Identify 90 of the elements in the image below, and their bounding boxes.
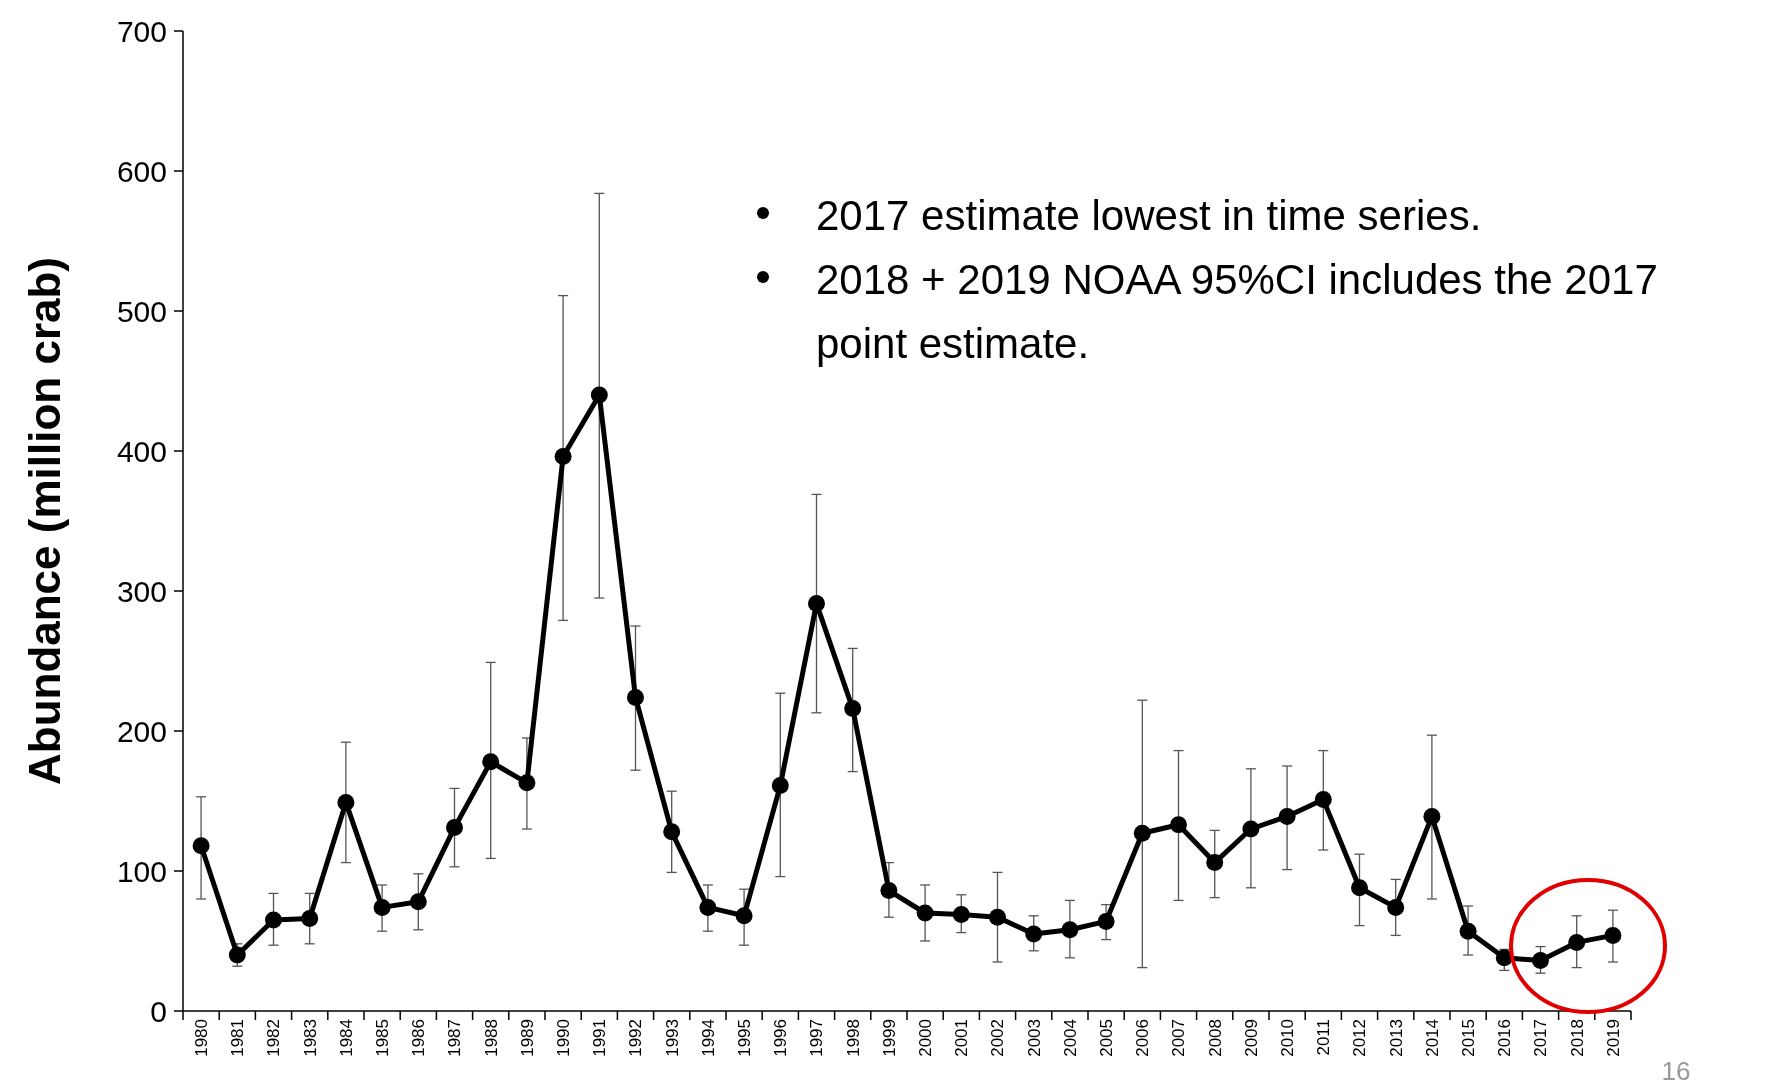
x-tick-label: 1990 xyxy=(554,1019,574,1057)
x-tick-label: 2013 xyxy=(1386,1019,1406,1057)
point xyxy=(952,905,970,923)
x-tick-label: 1993 xyxy=(662,1019,682,1057)
y-tick-label: 100 xyxy=(116,854,167,888)
x-tick-label: 2007 xyxy=(1169,1019,1189,1057)
x-tick-label: 1998 xyxy=(843,1019,863,1057)
point xyxy=(1061,921,1079,939)
y-tick-label: 0 xyxy=(150,994,167,1028)
y-tick-label: 300 xyxy=(116,574,167,608)
x-tick-label: 1996 xyxy=(771,1019,791,1057)
x-tick-label: 2010 xyxy=(1278,1019,1298,1057)
point xyxy=(1532,952,1549,970)
x-tick-label: 1994 xyxy=(698,1019,718,1057)
point xyxy=(1387,898,1405,916)
point xyxy=(1242,820,1260,838)
point xyxy=(1097,912,1115,930)
x-tick-label: 1988 xyxy=(481,1019,501,1057)
x-tick-label: 1987 xyxy=(445,1019,465,1057)
point xyxy=(373,898,391,916)
x-tick-label: 1999 xyxy=(879,1019,899,1057)
x-tick-label: 2005 xyxy=(1097,1019,1117,1057)
x-tick-label: 2018 xyxy=(1567,1019,1587,1057)
point xyxy=(989,908,1006,926)
annotation: 2017 estimate lowest in time series. xyxy=(816,191,1482,239)
x-tick-label: 1984 xyxy=(336,1019,356,1057)
point xyxy=(482,753,500,771)
x-tick-label: 2000 xyxy=(916,1019,936,1057)
x-tick-label: 1997 xyxy=(807,1019,827,1057)
annotation: 2018 + 2019 NOAA 95%CI includes the 2017 point estimate. xyxy=(816,255,1658,367)
x-tick-label: 2008 xyxy=(1205,1019,1225,1057)
point xyxy=(1314,791,1332,809)
x-tick-label: 1986 xyxy=(409,1019,429,1057)
x-tick-label: 2015 xyxy=(1459,1019,1479,1057)
point xyxy=(192,837,210,855)
point xyxy=(1170,816,1187,834)
x-tick-label: 2006 xyxy=(1133,1019,1153,1057)
point xyxy=(1459,922,1477,940)
point xyxy=(627,688,644,706)
y-tick-label: 200 xyxy=(116,714,167,748)
point xyxy=(1351,879,1368,897)
x-tick-label: 2019 xyxy=(1603,1019,1623,1057)
point xyxy=(880,882,898,900)
y-tick-label: 700 xyxy=(116,14,167,48)
point xyxy=(735,907,753,925)
point xyxy=(1423,807,1441,825)
point xyxy=(663,823,681,841)
x-tick-label: 2009 xyxy=(1241,1019,1261,1057)
x-tick-label: 2004 xyxy=(1060,1019,1080,1057)
point xyxy=(1025,925,1043,943)
y-tick-label: 600 xyxy=(116,154,167,188)
x-tick-label: 2001 xyxy=(952,1019,972,1057)
point xyxy=(699,898,717,916)
point xyxy=(1278,807,1296,825)
x-tick-label: 2003 xyxy=(1024,1019,1044,1057)
x-tick-label: 1995 xyxy=(735,1019,755,1057)
x-tick-label: 1982 xyxy=(264,1019,284,1057)
point xyxy=(518,774,536,792)
y-tick-label: 400 xyxy=(116,434,167,468)
point xyxy=(301,910,319,928)
text: 16 xyxy=(1661,1056,1691,1086)
point xyxy=(337,793,355,811)
x-tick-label: 2002 xyxy=(988,1019,1008,1057)
point xyxy=(1133,824,1151,842)
x-tick-label: 2011 xyxy=(1314,1019,1334,1056)
x-tick-label: 2017 xyxy=(1531,1019,1551,1057)
point xyxy=(590,386,608,404)
point xyxy=(771,777,789,795)
x-tick-label: 2014 xyxy=(1422,1019,1442,1057)
x-tick-label: 1991 xyxy=(590,1019,610,1057)
x-tick-label: 1989 xyxy=(517,1019,537,1057)
x-tick-label: 1985 xyxy=(373,1019,393,1057)
x-tick-label: 1992 xyxy=(626,1019,646,1057)
point xyxy=(844,700,862,718)
y-axis-title: Abundance (million crab) xyxy=(20,256,69,786)
x-tick-label: 1983 xyxy=(300,1019,320,1057)
point xyxy=(1568,933,1586,951)
point xyxy=(446,819,463,837)
point xyxy=(808,595,825,613)
point xyxy=(265,911,282,929)
x-tick-label: 1980 xyxy=(192,1019,212,1057)
point xyxy=(1206,854,1224,872)
point xyxy=(1604,926,1622,944)
x-tick-label: 1981 xyxy=(228,1019,248,1057)
x-tick-label: 2012 xyxy=(1350,1019,1370,1057)
y-tick-label: 500 xyxy=(116,294,167,328)
point xyxy=(554,448,572,466)
point xyxy=(409,893,427,911)
point xyxy=(916,904,934,922)
x-tick-label: 2016 xyxy=(1495,1019,1515,1057)
